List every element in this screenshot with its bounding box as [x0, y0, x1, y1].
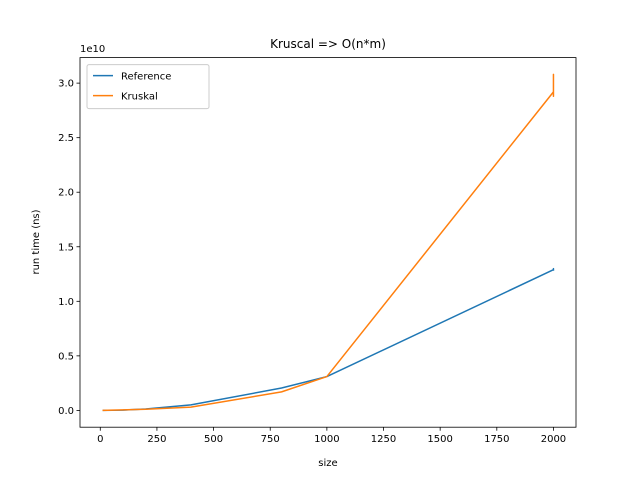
x-tick-label: 1250 — [371, 434, 396, 445]
y-tick-label: 2.0 — [58, 188, 74, 199]
x-tick-label: 1000 — [314, 434, 339, 445]
legend-label: Kruskal — [121, 92, 158, 103]
x-tick-label: 750 — [261, 434, 280, 445]
plot-frame — [79, 57, 577, 428]
line — [102, 73, 555, 412]
y-tick-label: 2.5 — [58, 133, 74, 144]
y-offset-label: 1e10 — [80, 44, 105, 55]
y-tick-label: 1.5 — [58, 242, 74, 253]
x-tick-label: 1500 — [427, 434, 452, 445]
y-tick-label: 3.0 — [58, 79, 74, 90]
x-tick-label: 500 — [204, 434, 223, 445]
y-axis-label: run time (ns) — [31, 209, 42, 274]
chart-title: Kruscal => O(n*m) — [270, 37, 386, 51]
y-tick-label: 1.0 — [58, 297, 74, 308]
y-tick-label: 0.5 — [58, 351, 74, 362]
x-tick-label: 1750 — [484, 434, 509, 445]
x-tick-label: 2000 — [541, 434, 566, 445]
legend-box — [86, 64, 210, 110]
y-tick-label: 0.0 — [58, 406, 74, 417]
x-tick-label: 250 — [147, 434, 166, 445]
x-axis-label: size — [318, 458, 337, 469]
x-tick-label: 0 — [97, 434, 103, 445]
legend-label: Reference — [121, 72, 171, 83]
